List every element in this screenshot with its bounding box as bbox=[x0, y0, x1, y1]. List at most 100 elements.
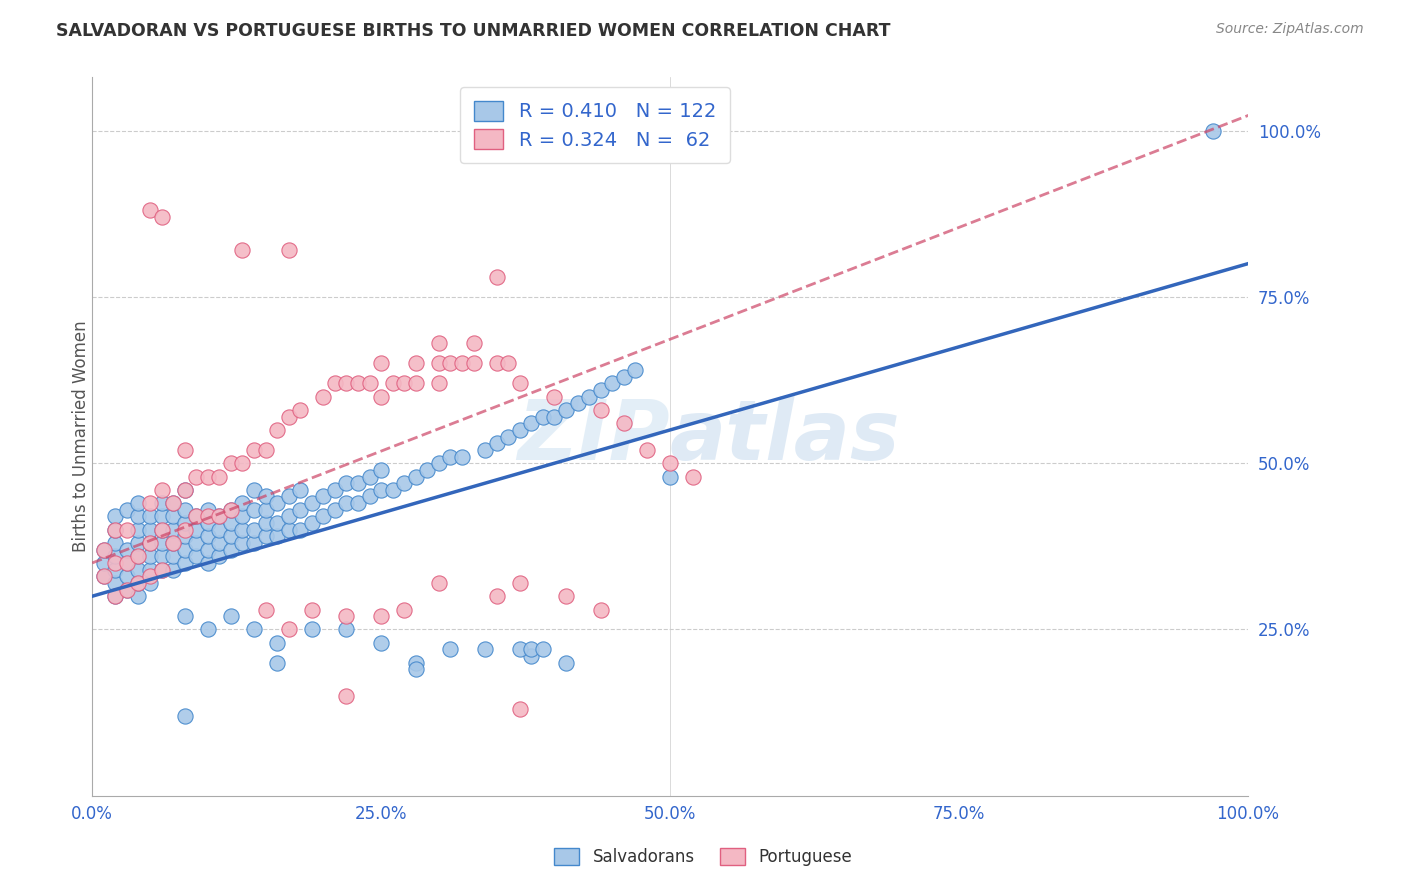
Point bbox=[243, 502, 266, 516]
Point bbox=[173, 523, 195, 537]
Point bbox=[139, 549, 162, 564]
Point bbox=[115, 556, 138, 570]
Point bbox=[394, 376, 416, 391]
Point bbox=[243, 483, 266, 497]
Point bbox=[115, 582, 138, 597]
Point bbox=[231, 509, 253, 524]
Point bbox=[370, 636, 392, 650]
Point bbox=[509, 423, 531, 437]
Point bbox=[254, 490, 277, 504]
Point bbox=[115, 542, 138, 557]
Point bbox=[127, 563, 149, 577]
Point bbox=[150, 523, 173, 537]
Point bbox=[266, 496, 288, 510]
Point bbox=[439, 450, 461, 464]
Point bbox=[162, 536, 184, 550]
Point bbox=[173, 442, 195, 457]
Point bbox=[427, 576, 450, 591]
Point bbox=[335, 376, 357, 391]
Point bbox=[243, 536, 266, 550]
Point bbox=[335, 609, 357, 624]
Point bbox=[186, 509, 208, 524]
Point bbox=[496, 429, 519, 443]
Point bbox=[509, 576, 531, 591]
Point bbox=[485, 270, 508, 285]
Point bbox=[266, 423, 288, 437]
Point bbox=[197, 529, 219, 543]
Point bbox=[139, 536, 162, 550]
Point bbox=[150, 483, 173, 497]
Point bbox=[139, 563, 162, 577]
Point bbox=[127, 549, 149, 564]
Point bbox=[243, 623, 266, 637]
Point bbox=[162, 549, 184, 564]
Point bbox=[600, 376, 623, 391]
Point bbox=[509, 376, 531, 391]
Point bbox=[405, 469, 427, 483]
Point bbox=[162, 496, 184, 510]
Point bbox=[127, 549, 149, 564]
Point bbox=[381, 376, 404, 391]
Point bbox=[127, 576, 149, 591]
Point bbox=[1202, 123, 1225, 137]
Point bbox=[93, 556, 115, 570]
Point bbox=[427, 336, 450, 351]
Point bbox=[301, 516, 323, 530]
Point bbox=[520, 417, 543, 431]
Point bbox=[347, 376, 370, 391]
Point bbox=[173, 516, 195, 530]
Point bbox=[578, 390, 600, 404]
Point bbox=[219, 456, 242, 470]
Point bbox=[312, 509, 335, 524]
Point bbox=[104, 549, 127, 564]
Point bbox=[589, 383, 612, 397]
Point bbox=[359, 469, 381, 483]
Point bbox=[186, 469, 208, 483]
Point bbox=[104, 556, 127, 570]
Point bbox=[381, 483, 404, 497]
Point bbox=[127, 536, 149, 550]
Point bbox=[115, 569, 138, 583]
Point bbox=[219, 502, 242, 516]
Point bbox=[496, 356, 519, 370]
Point bbox=[370, 609, 392, 624]
Point bbox=[93, 542, 115, 557]
Point bbox=[150, 549, 173, 564]
Point bbox=[485, 589, 508, 603]
Point bbox=[208, 509, 231, 524]
Point bbox=[509, 642, 531, 657]
Point bbox=[659, 456, 682, 470]
Point bbox=[150, 563, 173, 577]
Text: Source: ZipAtlas.com: Source: ZipAtlas.com bbox=[1216, 22, 1364, 37]
Point bbox=[254, 602, 277, 616]
Point bbox=[139, 569, 162, 583]
Point bbox=[219, 542, 242, 557]
Point bbox=[93, 569, 115, 583]
Point bbox=[277, 623, 299, 637]
Point bbox=[439, 642, 461, 657]
Point bbox=[104, 523, 127, 537]
Point bbox=[115, 523, 138, 537]
Point bbox=[104, 589, 127, 603]
Point bbox=[115, 502, 138, 516]
Point bbox=[312, 490, 335, 504]
Point bbox=[150, 563, 173, 577]
Point bbox=[208, 549, 231, 564]
Point bbox=[150, 210, 173, 224]
Point bbox=[197, 502, 219, 516]
Point bbox=[208, 469, 231, 483]
Point bbox=[186, 549, 208, 564]
Point bbox=[509, 702, 531, 716]
Point bbox=[555, 589, 578, 603]
Point bbox=[173, 609, 195, 624]
Point bbox=[347, 476, 370, 491]
Point bbox=[150, 536, 173, 550]
Point bbox=[104, 523, 127, 537]
Point bbox=[93, 569, 115, 583]
Point bbox=[186, 509, 208, 524]
Point bbox=[208, 509, 231, 524]
Point bbox=[439, 356, 461, 370]
Point bbox=[589, 403, 612, 417]
Point bbox=[589, 602, 612, 616]
Point bbox=[186, 523, 208, 537]
